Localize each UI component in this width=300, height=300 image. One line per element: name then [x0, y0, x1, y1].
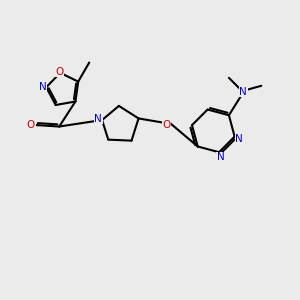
- Text: O: O: [27, 120, 35, 130]
- Text: N: N: [235, 134, 243, 144]
- Text: N: N: [239, 87, 247, 97]
- Text: N: N: [217, 152, 224, 162]
- Text: O: O: [162, 120, 170, 130]
- Text: N: N: [94, 114, 102, 124]
- Text: O: O: [56, 67, 64, 76]
- Text: N: N: [39, 82, 46, 92]
